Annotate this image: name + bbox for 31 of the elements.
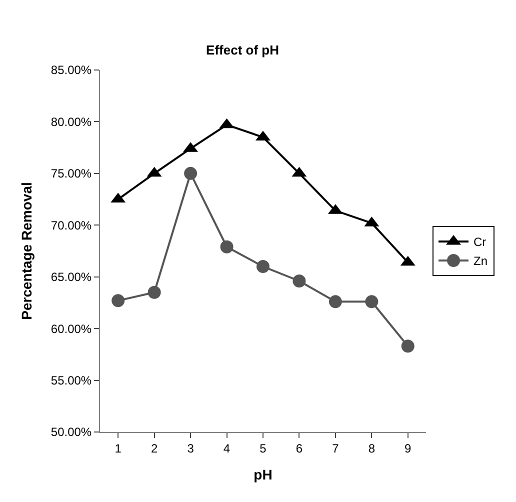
- point: [220, 240, 234, 254]
- x-tick-label: 3: [187, 441, 194, 456]
- y-tick-label: 85.00%: [50, 63, 92, 78]
- x-tick-label: 1: [114, 441, 122, 456]
- y-tick-label: 55.00%: [50, 373, 92, 388]
- x-tick-label: 4: [223, 441, 230, 456]
- point: [292, 274, 306, 288]
- y-tick-label: 80.00%: [50, 114, 92, 129]
- point: [112, 294, 125, 308]
- point: [365, 295, 378, 308]
- x-tick-label: 7: [332, 441, 340, 456]
- point: [401, 340, 414, 353]
- y-tick-label: 50.00%: [50, 425, 92, 440]
- legend-label: Zn: [474, 254, 488, 268]
- x-tick-label: 2: [150, 441, 158, 456]
- point: [328, 295, 342, 308]
- point: [148, 286, 161, 299]
- y-axis-title: Percentage Removal: [18, 182, 34, 320]
- chart-title: Effect of pH: [206, 42, 279, 58]
- point: [256, 260, 270, 274]
- point: [184, 166, 198, 180]
- y-tick-label: 70.00%: [50, 218, 92, 232]
- x-tick-label: 8: [368, 441, 376, 456]
- y-tick-label: 65.00%: [50, 270, 92, 284]
- x-tick-label: 6: [296, 441, 303, 456]
- x-axis-title: pH: [254, 466, 272, 483]
- y-tick-label: 75.00%: [50, 166, 92, 181]
- y-tick-label: 60.00%: [50, 322, 92, 336]
- x-tick-label: 5: [260, 441, 267, 456]
- x-tick-label: 9: [404, 441, 412, 456]
- legend-label: Cr: [474, 235, 486, 250]
